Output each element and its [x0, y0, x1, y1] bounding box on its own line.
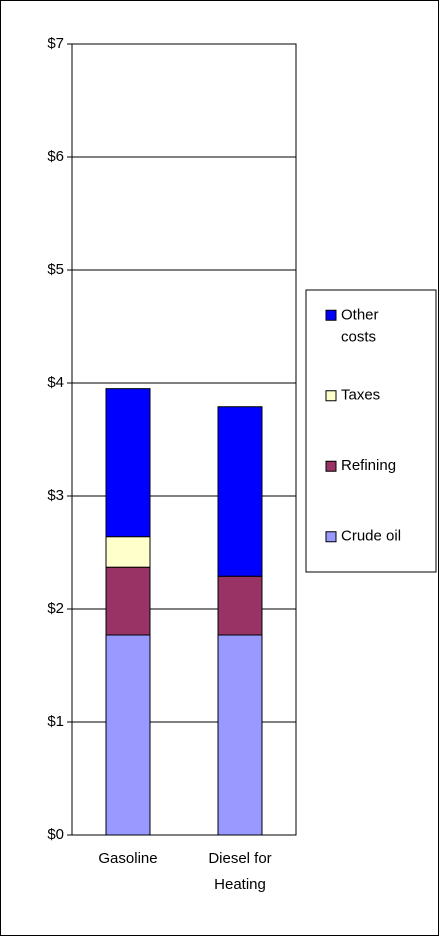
- y-tick-label: $7: [47, 35, 64, 52]
- bar-segment: [217, 575, 263, 636]
- bar-segment: [105, 566, 151, 636]
- bar-segment: [105, 536, 151, 568]
- y-tick-label: $6: [47, 148, 64, 165]
- legend-swatch: [325, 309, 337, 321]
- legend-label: Other costs: [341, 306, 379, 345]
- legend-box: [305, 289, 437, 573]
- y-tick-label: $1: [47, 713, 64, 730]
- bar-segment: [217, 406, 263, 577]
- x-tick-label: Diesel for Heating: [208, 850, 271, 893]
- legend-label: Crude oil: [341, 528, 401, 545]
- y-tick-label: $2: [47, 600, 64, 617]
- y-tick-label: $4: [47, 374, 64, 391]
- y-tick-label: $3: [47, 487, 64, 504]
- bar-segment: [217, 634, 263, 836]
- legend-label: Refining: [341, 457, 396, 474]
- y-tick-label: $0: [47, 826, 64, 843]
- legend-swatch: [325, 460, 337, 472]
- bar-segment: [105, 634, 151, 836]
- legend-swatch: [325, 390, 337, 402]
- y-tick-label: $5: [47, 261, 64, 278]
- bar-segment: [105, 388, 151, 538]
- legend-label: Taxes: [341, 387, 380, 404]
- x-tick-label: Gasoline: [98, 850, 157, 867]
- legend-swatch: [325, 531, 337, 543]
